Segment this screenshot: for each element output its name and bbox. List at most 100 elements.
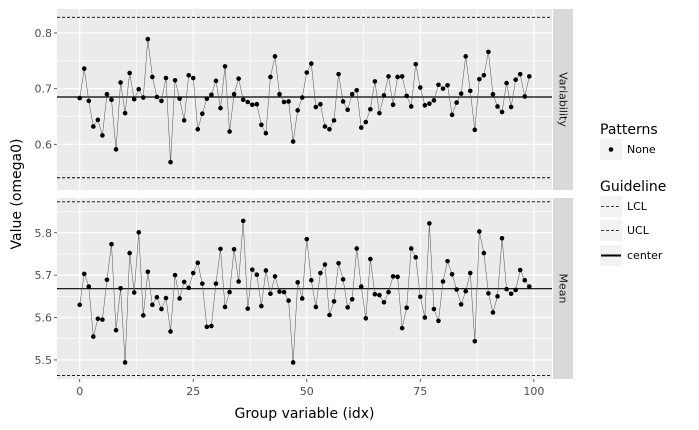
panel-variability-y-ticks: 0.6 0.7 0.8 (35, 27, 57, 151)
variability-data-point (268, 74, 273, 80)
variability-data-point (177, 96, 182, 101)
mean-data-point (490, 310, 496, 315)
variability-data-point (190, 75, 196, 81)
mean-data-point (309, 277, 314, 283)
mean-data-point (104, 277, 110, 283)
variability-data-point (490, 91, 496, 97)
mean-data-point (304, 236, 310, 242)
mean-data-point (427, 221, 432, 226)
mean-data-point (177, 296, 182, 301)
panel-variability-grid (57, 9, 552, 190)
mean-data-point (313, 304, 319, 310)
mean-data-point (236, 279, 241, 284)
variability-data-point (372, 79, 378, 84)
variability-data-point (422, 103, 428, 108)
variability-data-point (245, 99, 251, 105)
panel-mean-guidelines (57, 201, 552, 377)
mean-data-point (263, 268, 269, 273)
mean-y-tick-label: 5.5 (35, 354, 53, 367)
mean-data-point (404, 305, 409, 311)
variability-data-point (95, 117, 101, 123)
y-axis-title: Value (omega0) (9, 138, 25, 249)
legend-patterns-point (608, 147, 614, 152)
mean-data-point (422, 315, 428, 320)
variability-data-point (227, 129, 232, 134)
mean-data-point (458, 302, 464, 307)
panel-mean: 5.5 5.6 5.7 5.8 Mean (35, 198, 573, 379)
mean-y-tick-label: 5.8 (35, 227, 53, 240)
mean-data-point (377, 292, 382, 298)
variability-data-point (136, 86, 142, 92)
mean-data-point (204, 324, 210, 330)
panel-mean-strip-label: Mean (557, 274, 570, 304)
variability-data-point (140, 95, 146, 100)
x-tick-label: 75 (413, 385, 427, 398)
mean-data-point (286, 298, 291, 303)
mean-data-point (240, 218, 246, 224)
mean-data-point (227, 289, 232, 295)
mean-data-point (268, 291, 273, 297)
mean-data-point (163, 295, 169, 301)
variability-data-point (508, 104, 514, 110)
mean-data-point (381, 299, 387, 305)
variability-data-point (399, 74, 405, 79)
mean-data-point (118, 285, 123, 291)
variability-data-point (481, 72, 487, 78)
mean-data-point (495, 294, 500, 299)
mean-data-point (345, 305, 350, 310)
variability-data-point (131, 96, 137, 102)
mean-data-point (526, 284, 532, 289)
mean-data-point (100, 317, 105, 322)
mean-data-point (327, 312, 332, 318)
variability-data-point (458, 91, 464, 96)
mean-data-point (195, 260, 201, 266)
legend-patterns-none-label: None (627, 143, 656, 156)
mean-data-point (499, 235, 505, 241)
variability-data-point (236, 76, 241, 81)
mean-data-point (172, 272, 178, 278)
mean-data-point (231, 246, 237, 252)
mean-data-point (113, 327, 119, 333)
x-tick-label: 50 (300, 385, 314, 398)
variability-data-point (213, 78, 219, 84)
variability-data-point (377, 110, 382, 116)
variability-data-point (486, 49, 491, 55)
variability-data-point (172, 77, 178, 83)
variability-data-point (163, 75, 169, 81)
variability-data-point (263, 130, 269, 136)
variability-data-point (522, 94, 528, 99)
variability-data-point (463, 54, 469, 59)
mean-data-point (431, 306, 437, 312)
mean-data-point (358, 284, 364, 289)
variability-data-point (427, 101, 432, 106)
mean-data-point (95, 316, 101, 322)
variability-data-point (513, 77, 518, 83)
mean-data-point (290, 360, 296, 365)
x-tick-label: 0 (76, 385, 83, 398)
variability-data-point (404, 93, 409, 99)
variability-data-point (413, 61, 419, 67)
panel-variability-guidelines (57, 16, 552, 179)
variability-data-point (304, 70, 310, 75)
mean-data-point (513, 287, 518, 293)
mean-data-point (109, 241, 114, 247)
mean-data-point (472, 338, 478, 344)
variability-data-point (526, 74, 532, 79)
panel-mean-series (77, 218, 532, 365)
mean-data-point (486, 291, 491, 296)
variability-data-point (445, 82, 450, 88)
variability-data-point (222, 64, 228, 69)
mean-data-point (445, 258, 450, 264)
legend-lcl-label: LCL (627, 200, 648, 213)
variability-data-point (113, 147, 119, 152)
variability-data-point (440, 86, 446, 91)
mean-data-point (368, 256, 373, 262)
variability-data-point (467, 88, 473, 94)
mean-data-point (454, 287, 459, 292)
mean-data-point (440, 279, 446, 284)
variability-data-point (154, 94, 160, 100)
mean-data-point (81, 271, 87, 277)
mean-data-point (340, 277, 346, 282)
x-tick-label: 100 (523, 385, 544, 398)
mean-y-tick-label: 5.6 (35, 312, 53, 325)
